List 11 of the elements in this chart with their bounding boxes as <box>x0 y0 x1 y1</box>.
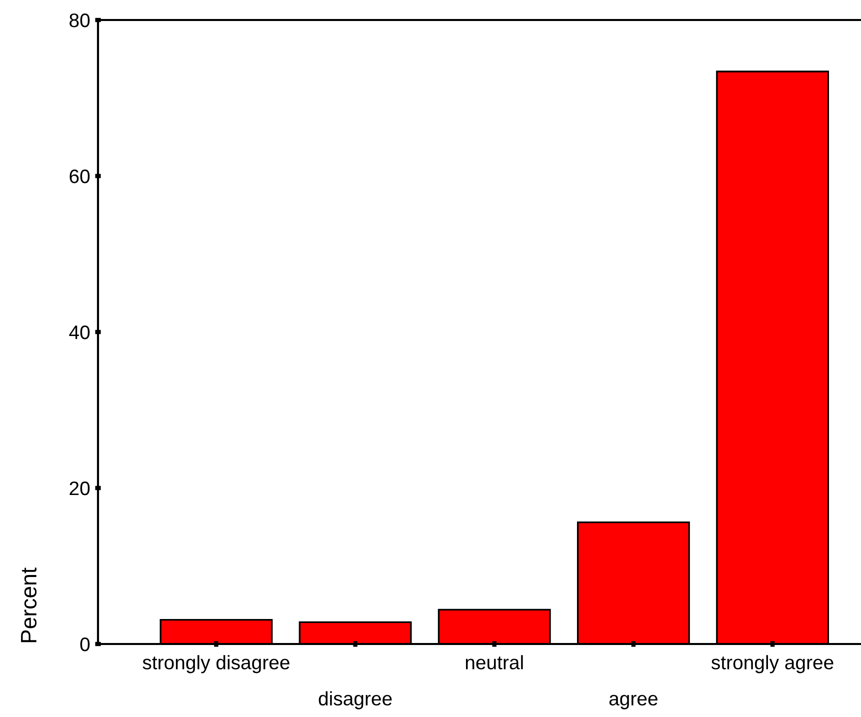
x-tick-label: strongly agree <box>711 655 834 674</box>
y-tick-label: 0 <box>80 637 90 652</box>
x-tick-label: strongly disagree <box>142 655 290 674</box>
x-tick-label: neutral <box>466 655 523 670</box>
x-tick-label: agree <box>609 694 658 710</box>
x-tick-label: disagree <box>318 691 392 710</box>
y-tick-label: 20 <box>70 481 90 496</box>
y-tick-label: 40 <box>69 325 90 340</box>
y-tick-label: 60 <box>70 169 90 184</box>
y-tick-label: 80 <box>70 13 90 28</box>
y-axis-title: Percent <box>21 568 37 642</box>
